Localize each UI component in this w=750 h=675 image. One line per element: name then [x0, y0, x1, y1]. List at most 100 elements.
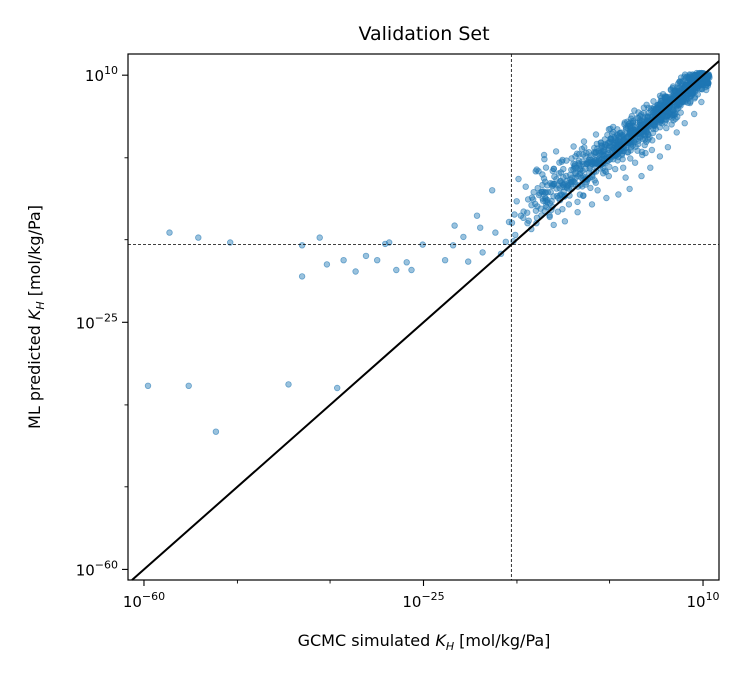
data-point	[606, 142, 614, 150]
data-point	[492, 229, 499, 236]
y-tick-label: 10−60	[76, 558, 118, 579]
data-point	[581, 144, 588, 151]
data-point	[582, 165, 589, 172]
data-point	[512, 231, 519, 239]
data-point	[615, 191, 622, 198]
data-point	[638, 172, 645, 180]
data-points	[144, 69, 713, 435]
data-point	[185, 382, 192, 389]
y-axis-label-prefix: ML predicted	[25, 320, 44, 429]
data-point	[570, 143, 577, 150]
data-point	[656, 153, 664, 160]
data-point	[670, 88, 677, 95]
data-point	[622, 174, 629, 181]
data-point	[386, 239, 393, 246]
data-point	[520, 208, 527, 215]
data-point	[592, 179, 599, 186]
data-point	[688, 92, 695, 100]
x-tick-label: 10−60	[123, 590, 165, 611]
data-point	[534, 184, 541, 192]
data-point	[520, 214, 527, 221]
data-point	[671, 109, 678, 116]
y-axis-label-subscript: H	[34, 301, 47, 309]
data-point	[585, 156, 592, 164]
data-point	[524, 209, 531, 216]
x-axis-ticks: 10−60 10−25 1010	[123, 580, 720, 611]
data-point	[340, 257, 347, 264]
data-point	[473, 212, 481, 219]
y-axis-label-symbol: K	[25, 308, 44, 320]
data-point	[546, 212, 553, 219]
data-point	[195, 234, 202, 241]
data-point	[441, 257, 449, 264]
data-point	[597, 139, 604, 146]
data-point	[352, 268, 359, 275]
x-tick-label: 10−25	[402, 590, 444, 611]
data-point	[612, 139, 619, 147]
data-point	[637, 112, 644, 120]
data-point	[679, 98, 686, 105]
data-point	[166, 229, 173, 236]
data-point	[542, 164, 550, 171]
y-axis-label-unit: [mol/kg/Pa]	[25, 205, 44, 301]
data-point	[374, 257, 381, 264]
data-point	[668, 121, 675, 128]
data-point	[603, 194, 610, 202]
data-point	[691, 72, 698, 79]
data-point	[285, 381, 292, 388]
data-point	[631, 159, 639, 166]
data-point	[620, 137, 627, 144]
data-point	[664, 143, 672, 151]
data-point	[513, 198, 520, 205]
data-point	[604, 131, 611, 139]
data-point	[144, 382, 152, 389]
data-point	[698, 98, 705, 106]
data-point	[547, 188, 554, 196]
data-point	[657, 97, 664, 105]
y-axis-label: ML predicted KH [mol/kg/Pa]	[25, 205, 47, 429]
data-point	[560, 188, 567, 196]
data-point	[655, 133, 663, 140]
data-point	[362, 252, 370, 260]
data-point	[677, 74, 685, 81]
data-point	[638, 148, 646, 155]
data-point	[212, 428, 220, 435]
data-point	[541, 155, 548, 163]
data-point	[656, 123, 664, 131]
data-point	[683, 73, 691, 80]
data-point	[554, 208, 562, 215]
data-point	[533, 166, 540, 173]
data-point	[334, 384, 341, 392]
data-point	[451, 222, 458, 229]
data-point	[597, 149, 604, 157]
data-point	[649, 137, 656, 144]
data-point	[587, 184, 594, 192]
data-point	[606, 163, 613, 171]
data-point	[479, 249, 486, 256]
data-point	[647, 107, 655, 114]
data-point	[559, 183, 566, 191]
data-point	[539, 171, 546, 178]
data-point	[556, 192, 563, 199]
data-point	[693, 84, 701, 92]
data-point	[552, 148, 560, 155]
data-point	[681, 119, 688, 127]
data-point	[623, 125, 630, 133]
data-point	[568, 178, 575, 185]
data-point	[553, 185, 560, 192]
data-point	[558, 158, 565, 165]
data-point	[579, 151, 587, 158]
data-point	[542, 178, 549, 185]
data-point	[662, 93, 669, 100]
data-point	[563, 157, 570, 164]
data-point	[601, 167, 609, 174]
data-point	[641, 116, 648, 123]
data-point	[649, 129, 657, 136]
data-point	[687, 90, 695, 97]
y-tick-label: 1010	[85, 64, 118, 85]
data-point	[557, 177, 564, 185]
data-point	[588, 201, 596, 208]
data-point	[565, 201, 573, 208]
reference-lines	[128, 54, 720, 581]
data-point	[579, 158, 586, 165]
